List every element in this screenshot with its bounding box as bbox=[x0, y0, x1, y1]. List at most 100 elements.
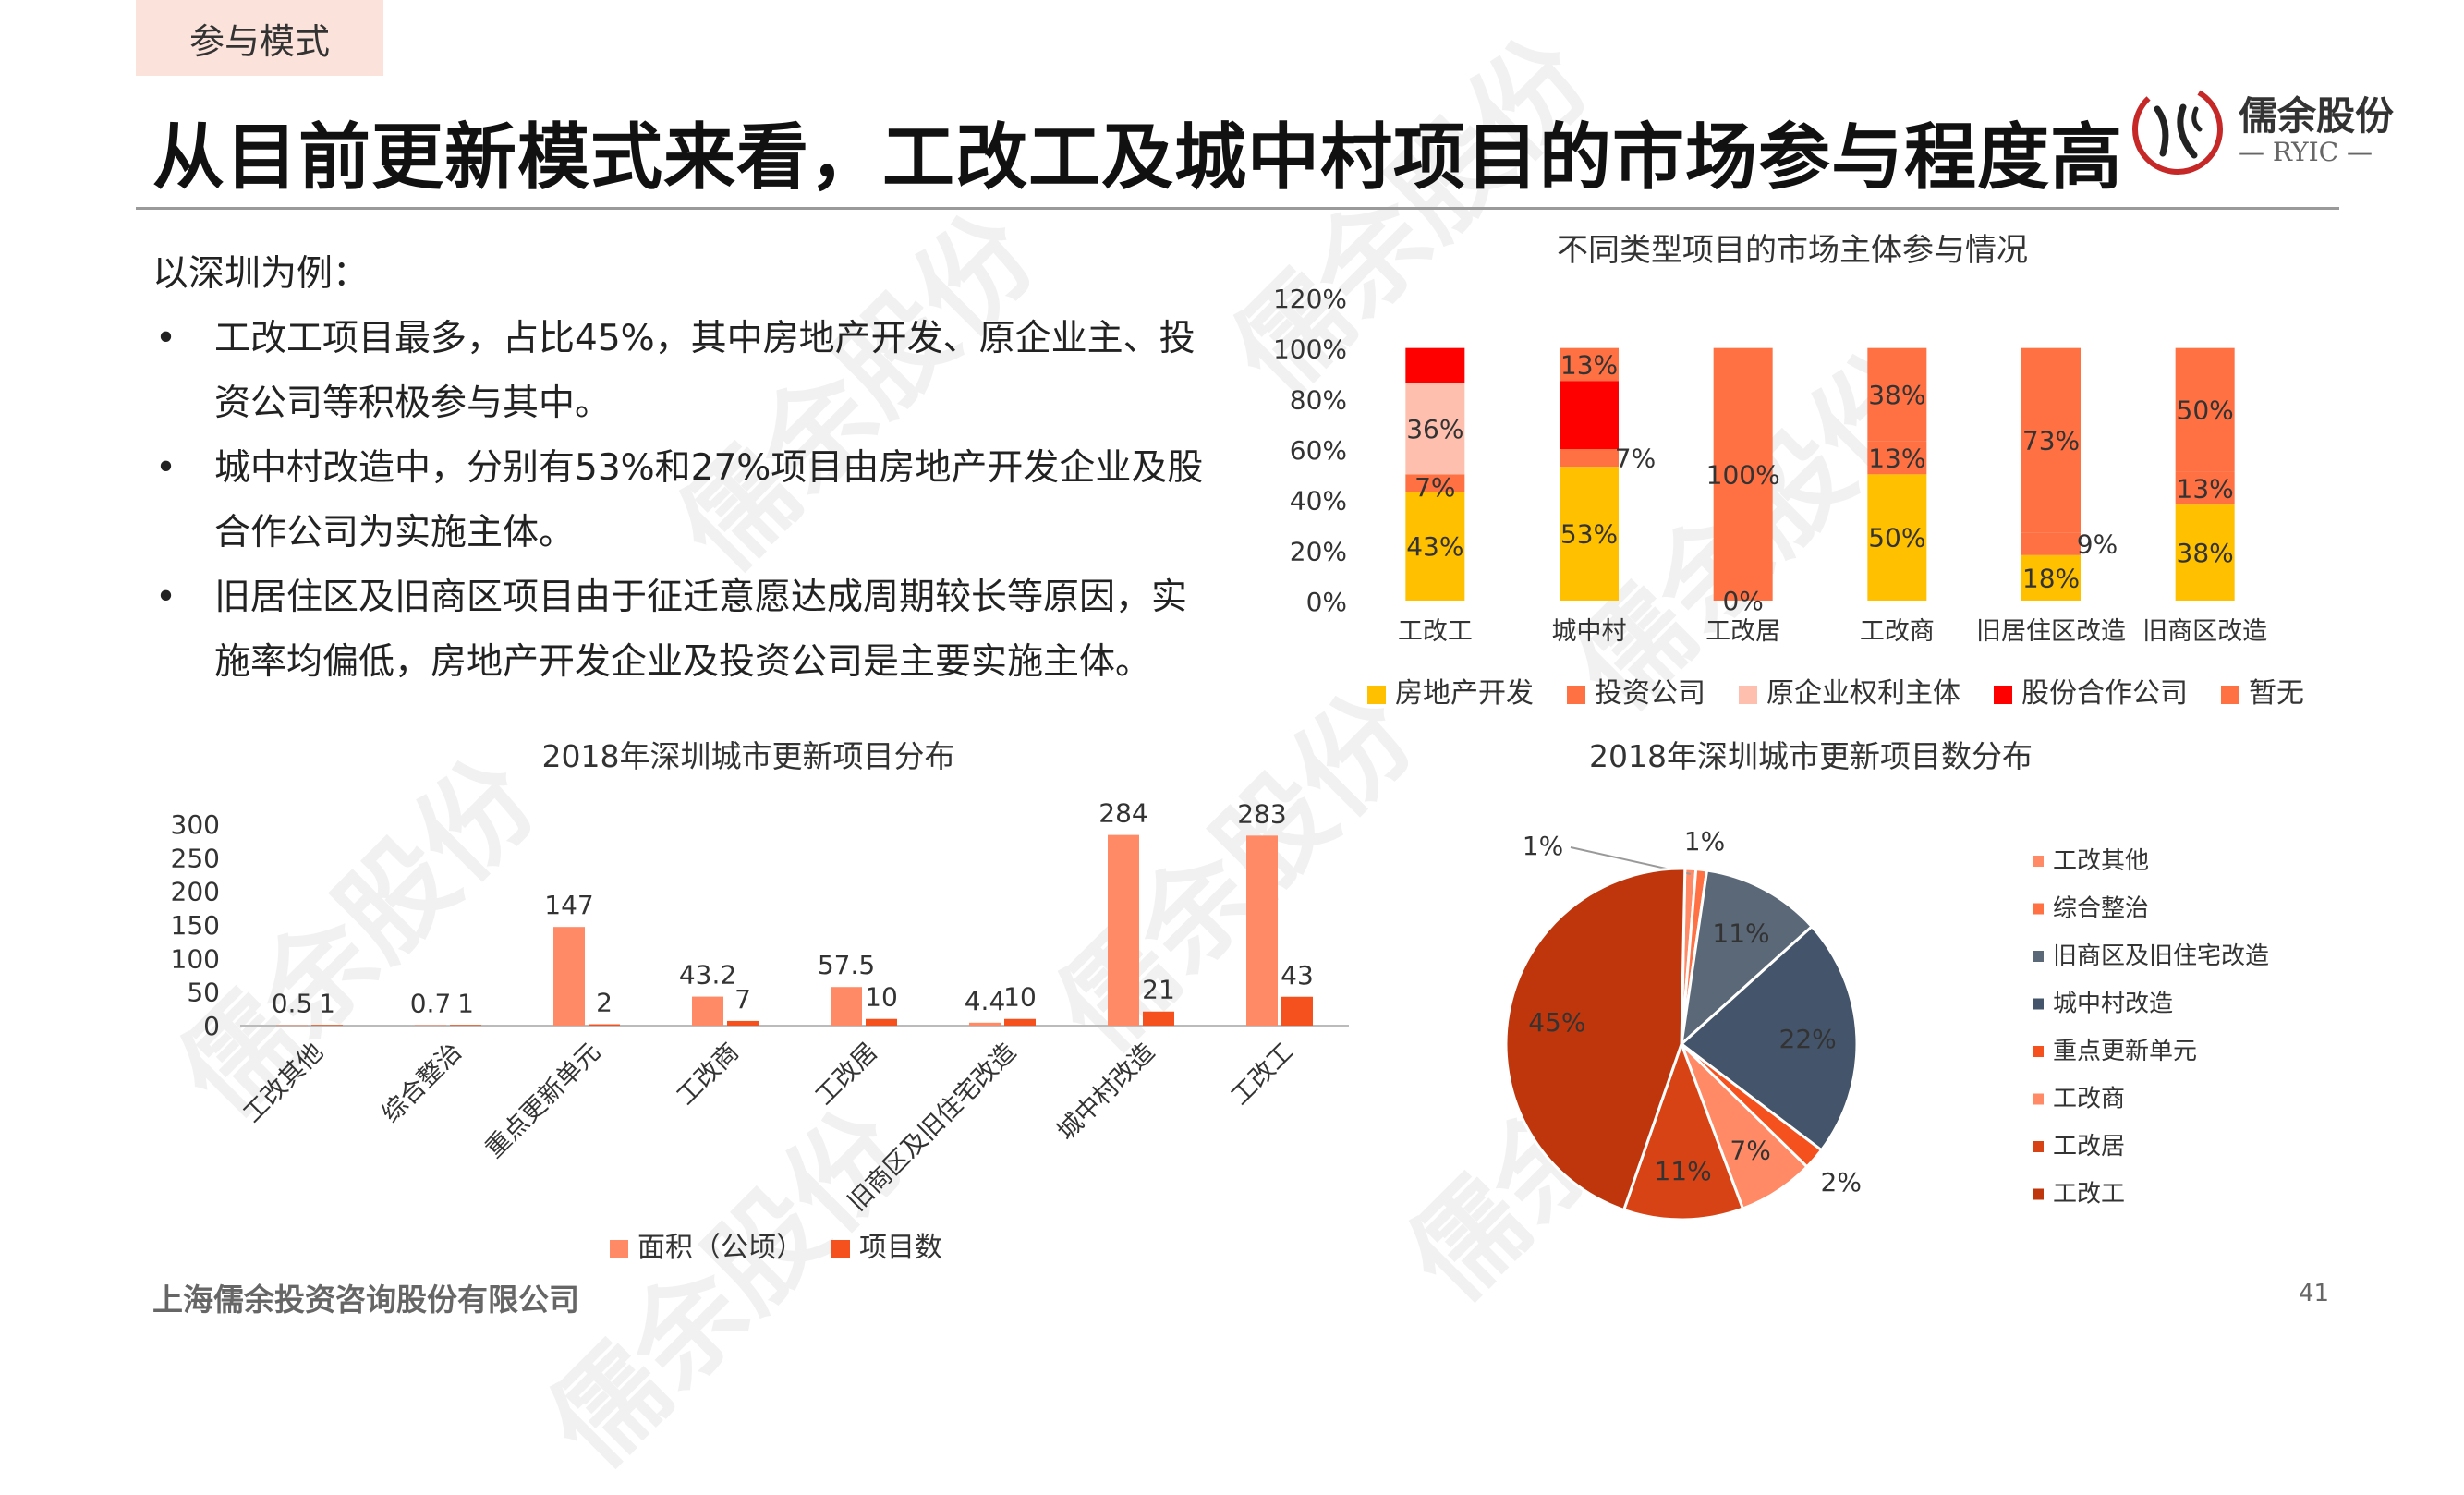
bar-segment bbox=[2175, 347, 2235, 472]
data-label: 147 bbox=[544, 890, 593, 920]
legend-label: 工改居 bbox=[2053, 1133, 2125, 1161]
legend-label: 项目数 bbox=[859, 1232, 942, 1264]
bar bbox=[692, 996, 723, 1026]
company-logo: 儒余股份 — RYIC — bbox=[2130, 81, 2407, 183]
bullet-item: • 工改工项目最多，占比45%，其中房地产开发、原企业主、投资公司等积极参与其中。 bbox=[148, 307, 1210, 436]
data-label: 50% bbox=[1868, 523, 1925, 553]
data-label: 11% bbox=[1712, 918, 1769, 948]
bullet-text: 工改工项目最多，占比45%，其中房地产开发、原企业主、投资公司等积极参与其中。 bbox=[214, 318, 1196, 424]
data-label: 7% bbox=[1414, 472, 1455, 503]
legend-swatch bbox=[610, 1240, 628, 1258]
data-label: 7% bbox=[1615, 444, 1656, 474]
data-label: 53% bbox=[1560, 519, 1618, 550]
bar bbox=[831, 987, 862, 1026]
y-tick-label: 40% bbox=[1290, 486, 1347, 517]
logo-emblem-icon bbox=[2132, 84, 2223, 175]
bar-segment bbox=[1405, 492, 1465, 601]
legend-label: 旧商区及旧住宅改造 bbox=[2053, 942, 2269, 970]
data-label: 2% bbox=[1821, 1167, 1862, 1197]
data-label: 36% bbox=[1406, 414, 1463, 444]
bar-segment bbox=[1867, 347, 1927, 442]
data-label: 21 bbox=[1142, 975, 1175, 1005]
bullet-symbol: • bbox=[155, 318, 177, 359]
y-tick-label: 200 bbox=[171, 877, 220, 907]
y-tick-label: 0 bbox=[203, 1011, 220, 1041]
bar bbox=[1004, 1018, 1036, 1026]
participation-stacked-bar-chart: 不同类型项目的市场主体参与情况 0% 20% 40% 60% 80% 100% 120% 工改工… bbox=[1275, 232, 2304, 710]
logo-subtitle: — RYIC — bbox=[2239, 137, 2373, 167]
legend-label: 综合整治 bbox=[2053, 895, 2149, 923]
y-tick-label: 120% bbox=[1275, 284, 1347, 314]
legend-label: 城中村改造 bbox=[2053, 991, 2173, 1018]
bullet-text: 旧居住区及旧商区项目由于征迁意愿达成周期较长等原因，实施率均偏低，房地产开发企业… bbox=[214, 577, 1188, 683]
x-tick-label: 城中村改造 bbox=[1052, 1038, 1160, 1146]
legend-label: 重点更新单元 bbox=[2053, 1038, 2197, 1065]
logo-name: 儒余股份 bbox=[2239, 93, 2395, 139]
legend-label: 原企业权利主体 bbox=[1766, 677, 1960, 710]
data-label: 1 bbox=[457, 988, 474, 1018]
y-tick-label: 50 bbox=[187, 978, 220, 1008]
bar-segment bbox=[1867, 474, 1927, 601]
bullet-text: 城中村改造中，分别有53%和27%项目由房地产开发企业及股合作公司为实施主体。 bbox=[214, 447, 1204, 553]
x-tick-label: 城中村 bbox=[1552, 617, 1627, 646]
data-label: 38% bbox=[1868, 380, 1925, 410]
data-label: 100% bbox=[1706, 459, 1780, 490]
bar-segment bbox=[1405, 474, 1465, 492]
y-tick-label: 0% bbox=[1306, 587, 1347, 617]
bullet-item: • 城中村改造中，分别有53%和27%项目由房地产开发企业及股合作公司为实施主体。 bbox=[148, 436, 1210, 565]
legend-label: 暂无 bbox=[2249, 677, 2304, 710]
legend-swatch bbox=[831, 1240, 850, 1258]
bullet-symbol: • bbox=[155, 577, 177, 618]
legend-swatch bbox=[2033, 903, 2044, 915]
legend-label: 工改其他 bbox=[2053, 847, 2149, 875]
y-tick-label: 20% bbox=[1290, 536, 1347, 566]
legend-swatch bbox=[2033, 998, 2044, 1010]
bar bbox=[866, 1018, 897, 1026]
x-tick-label: 工改商 bbox=[672, 1038, 745, 1111]
data-label: 1 bbox=[319, 988, 335, 1018]
chart-title: 不同类型项目的市场主体参与情况 bbox=[1557, 232, 2028, 269]
legend-swatch bbox=[2221, 686, 2239, 704]
bullet-item: • 旧居住区及旧商区项目由于征迁意愿达成周期较长等原因，实施率均偏低，房地产开发企… bbox=[148, 565, 1210, 695]
x-tick-label: 工改商 bbox=[1860, 617, 1935, 646]
data-label: 13% bbox=[2177, 473, 2234, 504]
data-label: 7% bbox=[1730, 1136, 1770, 1166]
x-tick-label: 工改工 bbox=[1398, 617, 1473, 646]
data-label: 10 bbox=[865, 982, 898, 1013]
y-tick-label: 250 bbox=[171, 843, 220, 873]
bar-segment bbox=[2021, 554, 2081, 601]
bar bbox=[727, 1020, 759, 1026]
page-number: 41 bbox=[2299, 1280, 2330, 1307]
legend-swatch bbox=[1994, 686, 2012, 704]
bar bbox=[1281, 996, 1313, 1026]
bar bbox=[1108, 834, 1139, 1026]
legend-swatch bbox=[2033, 1093, 2044, 1105]
data-label: 7 bbox=[734, 984, 751, 1015]
pie-slice bbox=[1679, 869, 1815, 1048]
data-label: 13% bbox=[1868, 444, 1925, 474]
data-label: 11% bbox=[1654, 1156, 1711, 1186]
section-tag: 参与模式 bbox=[136, 0, 383, 76]
bar bbox=[969, 1022, 1001, 1026]
y-tick-label: 60% bbox=[1290, 435, 1347, 466]
bar bbox=[553, 927, 585, 1026]
data-label: 18% bbox=[2022, 563, 2080, 593]
y-tick-label: 100 bbox=[171, 943, 220, 974]
chart-title: 2018年深圳城市更新项目数分布 bbox=[1589, 738, 2033, 774]
y-tick-label: 300 bbox=[171, 809, 220, 840]
pie-slice bbox=[1504, 867, 1687, 1212]
data-label: 2 bbox=[596, 988, 613, 1018]
data-label: 50% bbox=[2177, 395, 2234, 426]
legend-swatch bbox=[1739, 686, 1757, 704]
x-tick-label: 综合整治 bbox=[377, 1038, 467, 1128]
bar-segment bbox=[1560, 347, 1619, 382]
data-label: 13% bbox=[1560, 349, 1618, 380]
title-divider bbox=[136, 207, 2339, 210]
bar-segment bbox=[2175, 471, 2235, 505]
data-label: 283 bbox=[1237, 798, 1286, 829]
bar bbox=[1246, 835, 1278, 1026]
legend-label: 投资公司 bbox=[1595, 677, 1705, 710]
data-label: 284 bbox=[1098, 798, 1147, 829]
data-label: 9% bbox=[2077, 529, 2118, 560]
